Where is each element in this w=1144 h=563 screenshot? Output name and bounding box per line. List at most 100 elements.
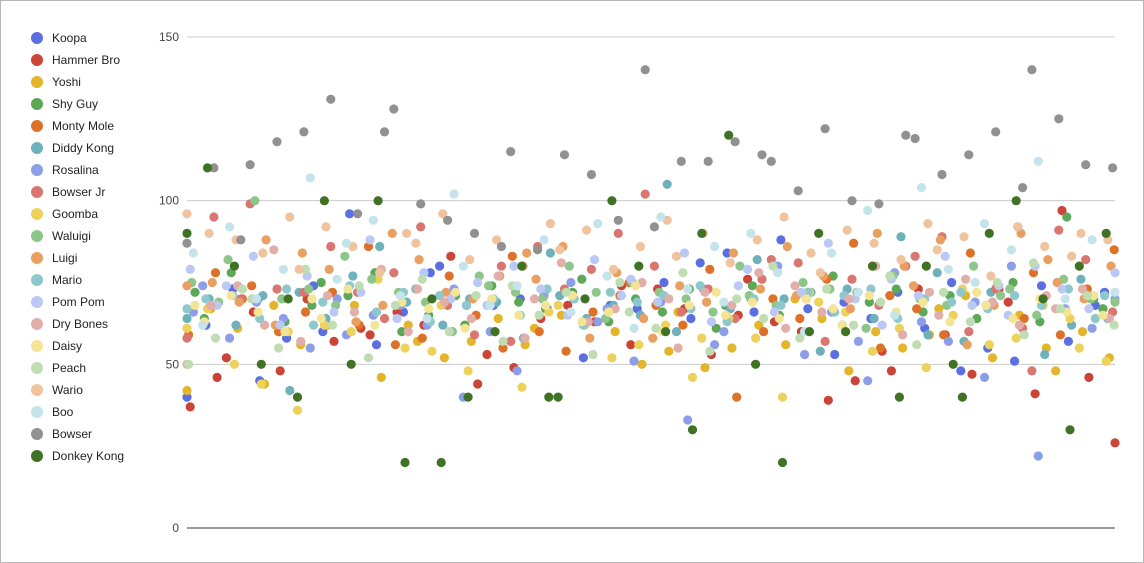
data-point[interactable] (863, 376, 873, 386)
data-point[interactable] (1090, 313, 1100, 324)
data-point[interactable] (842, 225, 852, 235)
data-point[interactable] (678, 320, 688, 330)
data-point[interactable] (817, 307, 827, 317)
data-point[interactable] (389, 268, 399, 278)
data-point[interactable] (853, 287, 864, 297)
data-point[interactable] (292, 405, 303, 415)
data-point[interactable] (705, 346, 715, 356)
data-point[interactable] (1081, 160, 1091, 170)
data-point[interactable] (556, 310, 566, 320)
data-point[interactable] (1084, 304, 1094, 314)
data-point[interactable] (934, 310, 944, 320)
legend-item[interactable]: Waluigi (31, 225, 124, 247)
data-point[interactable] (877, 320, 887, 330)
data-point[interactable] (533, 245, 543, 255)
data-point[interactable] (1052, 277, 1062, 288)
data-point[interactable] (269, 245, 279, 255)
data-point[interactable] (182, 392, 192, 402)
data-point[interactable] (1076, 228, 1086, 238)
data-point[interactable] (932, 245, 942, 255)
data-point[interactable] (282, 284, 292, 294)
data-point[interactable] (375, 268, 385, 278)
data-point[interactable] (506, 147, 516, 157)
data-point[interactable] (424, 304, 434, 314)
data-point[interactable] (482, 349, 492, 360)
data-point[interactable] (209, 212, 219, 222)
data-point[interactable] (1077, 284, 1088, 294)
data-point[interactable] (370, 320, 380, 330)
data-point[interactable] (684, 300, 694, 310)
data-point[interactable] (790, 281, 800, 291)
data-point[interactable] (493, 313, 503, 324)
data-point[interactable] (580, 294, 590, 304)
data-point[interactable] (318, 297, 328, 307)
data-point[interactable] (351, 317, 361, 327)
data-point[interactable] (221, 353, 231, 363)
data-point[interactable] (1110, 287, 1120, 297)
data-point[interactable] (578, 353, 589, 363)
data-point[interactable] (815, 268, 825, 278)
data-point[interactable] (190, 287, 200, 297)
data-point[interactable] (844, 366, 854, 376)
data-point[interactable] (984, 340, 994, 350)
data-point[interactable] (297, 248, 307, 258)
data-point[interactable] (1036, 281, 1047, 291)
data-point[interactable] (1110, 438, 1120, 448)
data-point[interactable] (498, 336, 508, 346)
data-point[interactable] (759, 327, 769, 337)
data-point[interactable] (844, 294, 854, 304)
legend-item[interactable]: Daisy (31, 335, 124, 357)
data-point[interactable] (577, 317, 587, 327)
data-point[interactable] (776, 235, 786, 245)
data-point[interactable] (814, 297, 824, 307)
data-point[interactable] (869, 238, 879, 248)
data-point[interactable] (659, 277, 669, 288)
data-point[interactable] (1063, 336, 1073, 346)
data-point[interactable] (921, 363, 931, 373)
data-point[interactable] (182, 281, 192, 291)
data-point[interactable] (1038, 294, 1048, 304)
data-point[interactable] (324, 264, 334, 274)
data-point[interactable] (795, 333, 805, 343)
data-point[interactable] (631, 281, 641, 291)
data-point[interactable] (746, 228, 756, 238)
data-point[interactable] (847, 274, 857, 284)
data-point[interactable] (965, 248, 976, 258)
data-point[interactable] (981, 300, 991, 310)
data-point[interactable] (225, 222, 235, 232)
data-point[interactable] (754, 268, 764, 278)
data-point[interactable] (185, 402, 195, 412)
data-point[interactable] (326, 241, 336, 252)
data-point[interactable] (316, 277, 326, 288)
data-point[interactable] (687, 372, 698, 382)
data-point[interactable] (751, 333, 761, 343)
data-point[interactable] (769, 307, 780, 317)
data-point[interactable] (304, 284, 314, 294)
data-point[interactable] (634, 261, 644, 271)
data-point[interactable] (566, 307, 576, 317)
data-point[interactable] (781, 323, 791, 333)
data-point[interactable] (299, 127, 309, 137)
data-point[interactable] (210, 333, 221, 343)
data-point[interactable] (411, 238, 421, 248)
data-point[interactable] (1084, 372, 1094, 382)
data-point[interactable] (427, 294, 437, 304)
data-point[interactable] (403, 327, 413, 337)
legend-item[interactable]: Bowser Jr (31, 181, 124, 203)
data-point[interactable] (493, 271, 503, 281)
data-point[interactable] (1013, 222, 1023, 232)
data-point[interactable] (469, 330, 480, 340)
data-point[interactable] (664, 346, 674, 356)
data-point[interactable] (820, 336, 830, 346)
data-point[interactable] (412, 284, 423, 294)
data-point[interactable] (743, 264, 753, 274)
data-point[interactable] (979, 372, 990, 382)
data-point[interactable] (463, 366, 473, 376)
data-point[interactable] (326, 94, 336, 104)
data-point[interactable] (793, 258, 803, 268)
data-point[interactable] (752, 235, 762, 245)
data-point[interactable] (367, 274, 377, 284)
data-point[interactable] (793, 186, 803, 196)
data-point[interactable] (198, 320, 208, 330)
data-point[interactable] (517, 261, 527, 271)
